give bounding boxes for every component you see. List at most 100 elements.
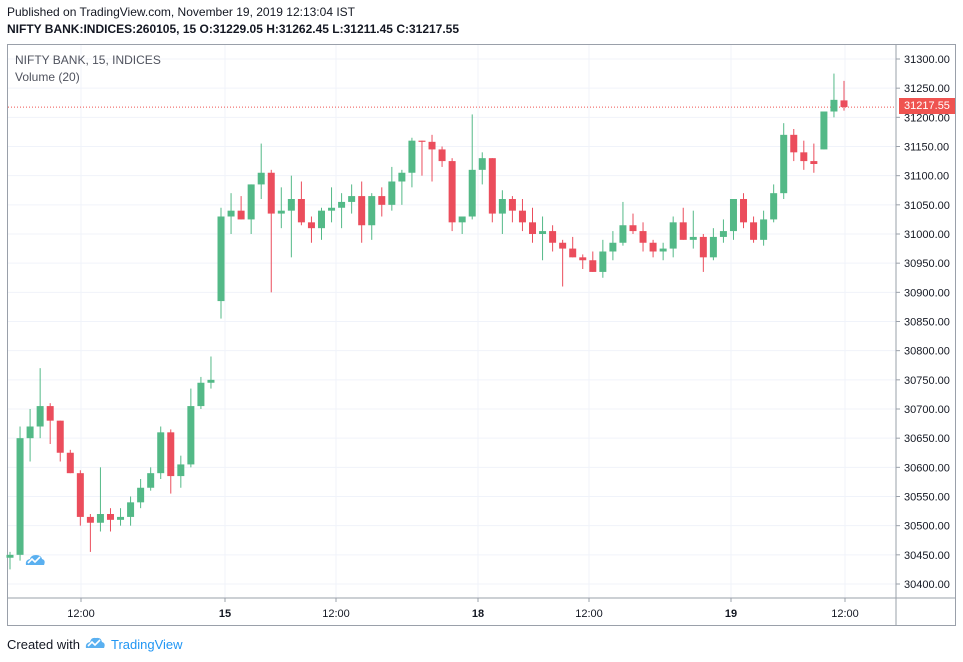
candle-body[interactable] bbox=[629, 225, 637, 232]
candle-body[interactable] bbox=[46, 406, 54, 421]
candle-body[interactable] bbox=[187, 406, 195, 465]
volume-label: Volume (20) bbox=[15, 70, 80, 84]
candle-body[interactable] bbox=[297, 199, 305, 223]
candle-body[interactable] bbox=[669, 222, 677, 249]
candle-body[interactable] bbox=[428, 141, 436, 150]
candle-body[interactable] bbox=[609, 242, 617, 252]
candle-body[interactable] bbox=[16, 438, 24, 555]
candle-body[interactable] bbox=[790, 134, 798, 153]
candle-body[interactable] bbox=[770, 193, 778, 220]
y-tick-label: 31000.00 bbox=[904, 229, 950, 241]
candle-body[interactable] bbox=[177, 464, 185, 477]
candle-body[interactable] bbox=[207, 379, 215, 383]
candle-body[interactable] bbox=[448, 161, 456, 223]
candle-body[interactable] bbox=[247, 184, 255, 220]
candle-body[interactable] bbox=[368, 196, 376, 226]
candle-body[interactable] bbox=[820, 111, 828, 150]
candle-body[interactable] bbox=[257, 172, 265, 185]
candle-body[interactable] bbox=[619, 225, 627, 243]
candle-body[interactable] bbox=[66, 452, 74, 474]
candle-body[interactable] bbox=[458, 216, 466, 223]
footer-credit: Created with TradingView bbox=[7, 636, 183, 653]
candle-body[interactable] bbox=[328, 207, 336, 211]
candle-body[interactable] bbox=[287, 199, 295, 211]
candle-body[interactable] bbox=[6, 554, 14, 558]
candle-body[interactable] bbox=[56, 420, 64, 453]
created-with-text: Created with bbox=[7, 637, 80, 652]
candle-body[interactable] bbox=[388, 181, 396, 205]
candle-body[interactable] bbox=[488, 158, 496, 214]
candle-body[interactable] bbox=[197, 382, 205, 407]
candle-body[interactable] bbox=[478, 158, 486, 170]
candle-body[interactable] bbox=[127, 502, 135, 517]
candle-body[interactable] bbox=[589, 260, 597, 272]
candle-body[interactable] bbox=[579, 257, 587, 261]
candle-body[interactable] bbox=[689, 236, 697, 240]
candle-body[interactable] bbox=[659, 248, 667, 252]
candle-body[interactable] bbox=[679, 222, 687, 240]
candle-body[interactable] bbox=[760, 219, 768, 240]
candle-body[interactable] bbox=[26, 426, 34, 439]
candle-body[interactable] bbox=[539, 231, 547, 234]
candle-body[interactable] bbox=[740, 199, 748, 223]
x-tick-label: 15 bbox=[219, 608, 231, 620]
candle-body[interactable] bbox=[699, 236, 707, 258]
candle-body[interactable] bbox=[277, 210, 285, 214]
candle-body[interactable] bbox=[438, 149, 446, 162]
candle-body[interactable] bbox=[418, 140, 426, 142]
candle-body[interactable] bbox=[96, 514, 104, 523]
candle-body[interactable] bbox=[559, 242, 567, 249]
candle-body[interactable] bbox=[157, 432, 165, 474]
candle-body[interactable] bbox=[267, 172, 275, 214]
candle-body[interactable] bbox=[518, 210, 526, 223]
candle-body[interactable] bbox=[237, 210, 245, 220]
candle-body[interactable] bbox=[358, 196, 366, 226]
candle-body[interactable] bbox=[498, 199, 506, 214]
candle-body[interactable] bbox=[508, 199, 516, 211]
y-tick-label: 30650.00 bbox=[904, 433, 950, 445]
candle-body[interactable] bbox=[117, 516, 125, 520]
candle-body[interactable] bbox=[227, 210, 235, 217]
candle-body[interactable] bbox=[106, 514, 114, 520]
candle-body[interactable] bbox=[147, 473, 155, 488]
y-tick-label: 31050.00 bbox=[904, 200, 950, 212]
candle-body[interactable] bbox=[76, 473, 84, 517]
candle-body[interactable] bbox=[338, 201, 346, 208]
candle-body[interactable] bbox=[317, 210, 325, 229]
candle-body[interactable] bbox=[549, 231, 557, 243]
y-tick-label: 30800.00 bbox=[904, 346, 950, 358]
candle-body[interactable] bbox=[348, 196, 356, 202]
tradingview-brand-link[interactable]: TradingView bbox=[110, 637, 183, 652]
candle-body[interactable] bbox=[408, 140, 416, 173]
candle-body[interactable] bbox=[729, 199, 737, 232]
candle-body[interactable] bbox=[36, 406, 44, 427]
candle-body[interactable] bbox=[800, 152, 808, 162]
x-tick-label: 18 bbox=[472, 608, 484, 620]
candle-body[interactable] bbox=[649, 242, 657, 252]
candle-body[interactable] bbox=[639, 231, 647, 243]
candle-body[interactable] bbox=[599, 251, 607, 272]
candle-body[interactable] bbox=[217, 216, 225, 302]
candle-body[interactable] bbox=[378, 196, 386, 205]
x-tick-label: 12:00 bbox=[67, 608, 95, 620]
candle-body[interactable] bbox=[719, 231, 727, 237]
candle-body[interactable] bbox=[137, 487, 145, 503]
candle-body[interactable] bbox=[750, 222, 758, 240]
candle-body[interactable] bbox=[86, 516, 94, 523]
candle-body[interactable] bbox=[810, 161, 818, 164]
candle-body[interactable] bbox=[830, 99, 838, 112]
candle-body[interactable] bbox=[529, 222, 537, 234]
candle-body[interactable] bbox=[569, 248, 577, 258]
tradingview-logo-icon[interactable] bbox=[84, 636, 106, 653]
y-tick-label: 30600.00 bbox=[904, 462, 950, 474]
candle-body[interactable] bbox=[398, 172, 406, 182]
candle-body[interactable] bbox=[780, 134, 788, 194]
candle-body[interactable] bbox=[840, 100, 848, 108]
candle-body[interactable] bbox=[709, 236, 717, 258]
y-tick-label: 30450.00 bbox=[904, 550, 950, 562]
candle-body[interactable] bbox=[468, 169, 476, 217]
x-tick-label: 19 bbox=[725, 608, 737, 620]
candle-body[interactable] bbox=[167, 432, 175, 477]
candle-body[interactable] bbox=[307, 222, 315, 229]
